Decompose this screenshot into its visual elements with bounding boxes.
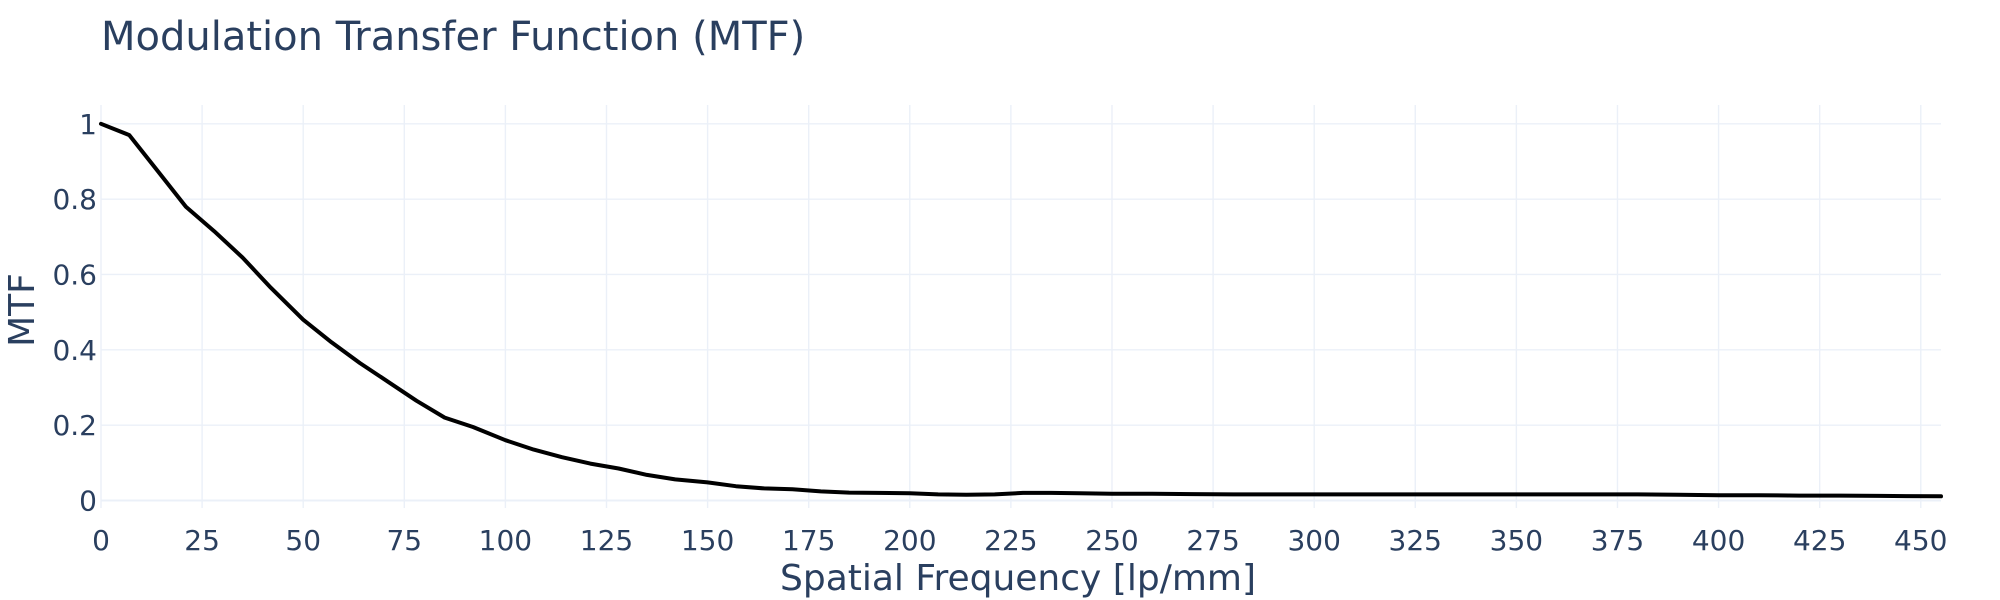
x-tick-label: 350 [1490, 524, 1543, 557]
x-tick-label: 25 [184, 524, 220, 557]
x-tick-label: 150 [681, 524, 734, 557]
x-tick-label: 0 [92, 524, 110, 557]
y-axis-ticks: 0 0.2 0.4 0.6 0.8 1 [52, 108, 97, 518]
x-tick-label: 450 [1894, 524, 1947, 557]
y-tick-label: 0.2 [52, 409, 97, 442]
x-tick-label: 325 [1389, 524, 1442, 557]
y-tick-label: 0.4 [52, 334, 97, 367]
x-tick-label: 250 [1085, 524, 1138, 557]
mtf-series-line [99, 121, 1943, 499]
grid-layer [100, 105, 1941, 508]
y-tick-label: 0.8 [52, 183, 97, 216]
x-tick-label: 300 [1287, 524, 1340, 557]
y-axis-title: MTF [2, 273, 43, 347]
x-tick-label: 200 [883, 524, 936, 557]
x-tick-label: 50 [285, 524, 321, 557]
y-tick-label: 0.6 [52, 258, 97, 291]
chart-title: Modulation Transfer Function (MTF) [101, 14, 805, 60]
series-layer [99, 121, 1943, 499]
x-tick-label: 275 [1186, 524, 1239, 557]
y-tick-label: 1 [79, 108, 97, 141]
x-tick-label: 400 [1692, 524, 1745, 557]
x-tick-label: 225 [984, 524, 1037, 557]
x-tick-label: 175 [782, 524, 835, 557]
x-axis-title: Spatial Frequency [lp/mm] [780, 558, 1256, 599]
x-tick-label: 125 [580, 524, 633, 557]
x-tick-label: 100 [479, 524, 532, 557]
x-tick-label: 375 [1591, 524, 1644, 557]
y-tick-label: 0 [79, 484, 97, 517]
x-tick-label: 425 [1793, 524, 1846, 557]
x-axis-ticks: 0 25 50 75 100 125 150 175 200 225 250 275 300 325 350… [92, 524, 1947, 557]
x-tick-label: 75 [386, 524, 422, 557]
